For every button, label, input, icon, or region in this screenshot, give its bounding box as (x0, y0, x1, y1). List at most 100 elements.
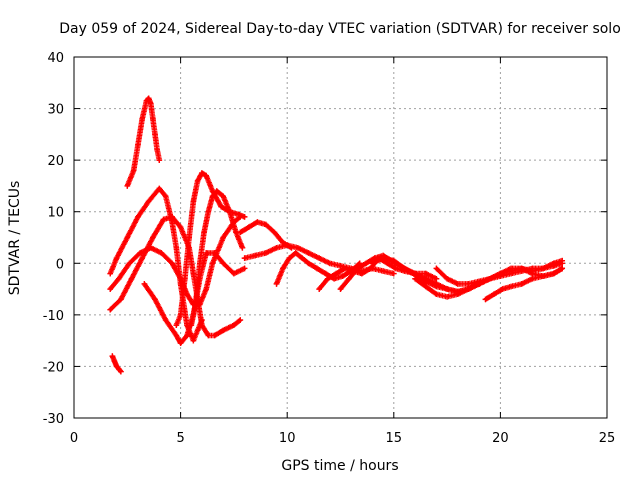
data-point (280, 265, 286, 272)
y-tick-label: -30 (43, 412, 64, 427)
data-point (124, 234, 131, 241)
data-point (491, 291, 497, 298)
data-point (111, 358, 118, 365)
data-point (192, 301, 199, 308)
chart-title: Day 059 of 2024, Sidereal Day-to-day VTE… (59, 21, 621, 37)
data-point (316, 255, 322, 261)
data-point (126, 260, 133, 267)
data-point (147, 245, 154, 251)
data-point (186, 234, 192, 241)
data-point (220, 327, 227, 334)
data-point (113, 255, 120, 261)
data-point (173, 322, 180, 328)
data-point (363, 260, 369, 267)
data-point (237, 317, 244, 323)
data-point (137, 250, 143, 256)
data-point (203, 172, 209, 179)
data-point (246, 224, 252, 230)
data-point (540, 265, 546, 272)
data-point (284, 242, 290, 249)
data-point (205, 332, 212, 339)
x-tick-label: 25 (599, 431, 616, 446)
data-point (444, 294, 450, 300)
data-point (252, 252, 259, 259)
data-point (391, 257, 397, 264)
x-tick-label: 0 (70, 431, 78, 446)
data-point (337, 263, 344, 269)
data-point (184, 332, 190, 339)
data-point (339, 273, 346, 279)
x-tick-label: 10 (279, 431, 296, 446)
data-point (518, 281, 525, 287)
series-pass-g (173, 170, 248, 328)
series-pass-q (482, 265, 566, 303)
data-point (173, 245, 180, 251)
data-point (152, 296, 158, 303)
y-tick-label: -20 (43, 360, 64, 375)
data-point (188, 322, 195, 328)
data-point (160, 216, 167, 223)
data-point (305, 250, 312, 256)
data-point (271, 229, 278, 236)
data-point (237, 229, 244, 236)
data-point (273, 281, 280, 287)
data-point (205, 208, 212, 215)
data-point (235, 211, 241, 218)
data-point (124, 183, 131, 189)
data-point (305, 260, 312, 267)
data-point (194, 327, 201, 334)
data-point (529, 275, 536, 282)
y-tick-label: 30 (47, 103, 64, 118)
data-point (454, 291, 461, 298)
data-point (316, 286, 322, 292)
data-point (107, 270, 114, 277)
data-point (299, 255, 305, 261)
data-point (145, 198, 152, 205)
data-point (177, 312, 184, 318)
data-point (292, 250, 299, 256)
data-point (550, 270, 557, 277)
data-point (135, 141, 141, 148)
y-tick-label: -10 (43, 309, 64, 324)
data-point (203, 286, 209, 292)
data-point (444, 275, 450, 282)
data-point (201, 229, 207, 236)
data-point (214, 188, 220, 194)
data-point (139, 116, 146, 122)
data-point (241, 255, 248, 261)
data-point (177, 340, 184, 347)
data-point (367, 265, 374, 272)
data-point (241, 214, 248, 220)
data-point (147, 100, 154, 107)
data-point (482, 296, 489, 303)
data-point (115, 275, 122, 282)
data-point (190, 198, 197, 205)
data-point (391, 270, 397, 277)
data-point (497, 270, 504, 277)
series-pass-h (188, 188, 246, 328)
data-point (211, 250, 218, 256)
y-axis-label: SDTVAR / TECUs (7, 181, 23, 296)
data-point (190, 337, 197, 344)
data-point (508, 268, 514, 274)
data-point (412, 270, 418, 277)
data-point (433, 275, 440, 282)
axis-ticks: 0 5 10 15 20 25 -30 -20 -10 0 10 20 30 40 (43, 51, 616, 446)
data-point (169, 214, 175, 220)
data-point (220, 234, 227, 241)
data-point (158, 250, 165, 256)
data-point (369, 260, 376, 267)
data-point (465, 281, 472, 287)
data-point (401, 265, 408, 272)
data-point (209, 260, 216, 267)
data-point (499, 286, 506, 292)
data-point (226, 208, 233, 215)
data-point (333, 270, 340, 277)
series-pass-b (109, 353, 124, 375)
data-point (199, 170, 205, 176)
data-point (263, 250, 269, 256)
data-point (156, 157, 163, 163)
y-tick-label: 20 (47, 154, 64, 169)
data-point (327, 260, 333, 267)
